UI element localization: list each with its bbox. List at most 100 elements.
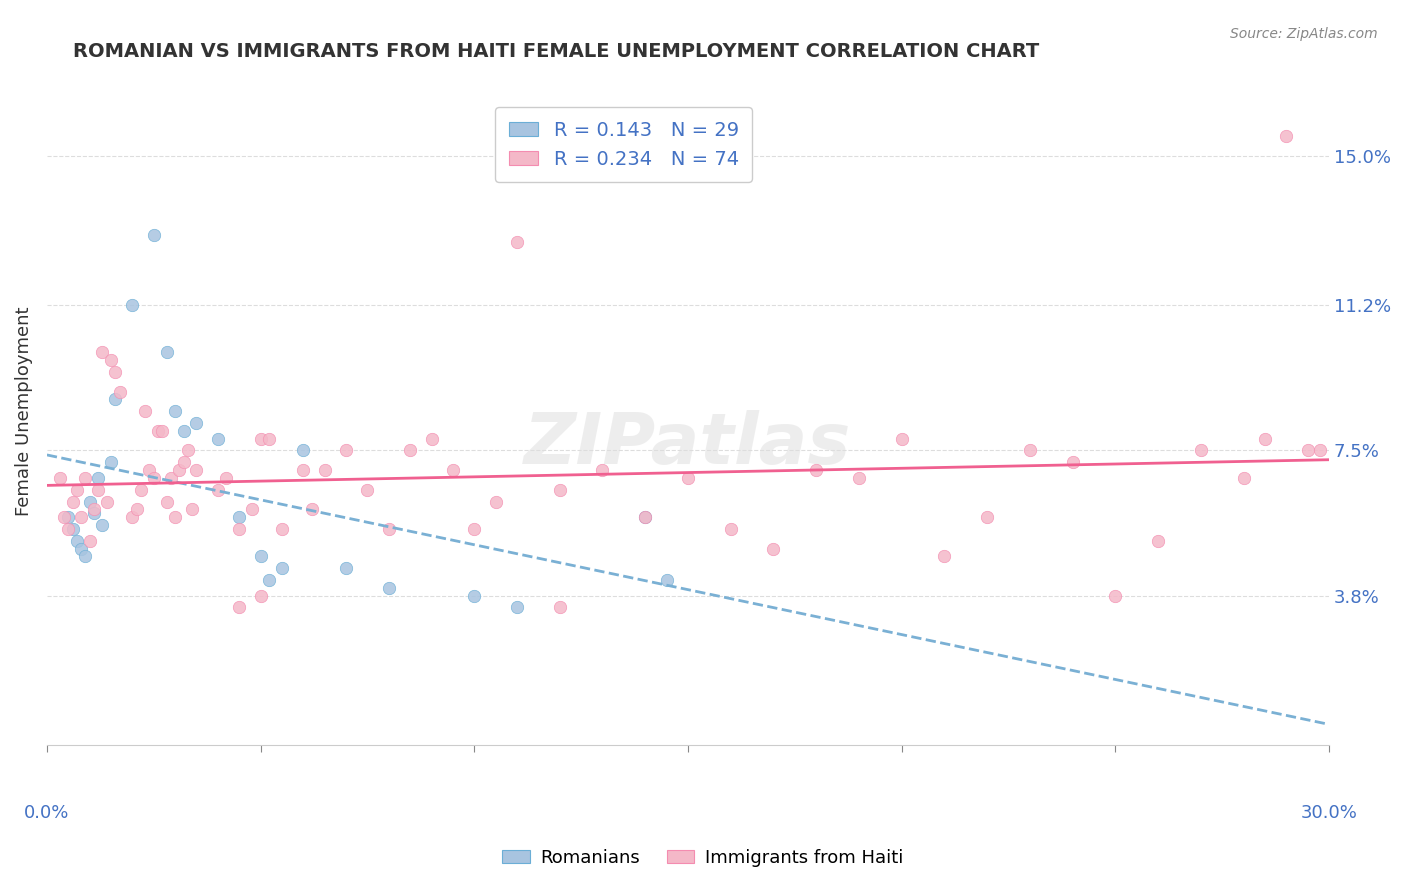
Point xyxy=(58,510,80,524)
Point xyxy=(83,502,105,516)
Point xyxy=(249,432,271,446)
Point xyxy=(1232,471,1254,485)
Point xyxy=(1147,533,1170,548)
Point xyxy=(240,502,263,516)
Point xyxy=(58,522,80,536)
Point xyxy=(142,471,165,485)
Point xyxy=(215,471,238,485)
Point xyxy=(890,432,912,446)
Point xyxy=(356,483,378,497)
Point xyxy=(186,416,208,430)
Point xyxy=(91,518,114,533)
Point xyxy=(79,494,101,508)
Point xyxy=(420,432,443,446)
Point xyxy=(70,541,93,556)
Point xyxy=(165,510,187,524)
Point xyxy=(165,404,187,418)
Point xyxy=(48,471,70,485)
Point xyxy=(96,494,118,508)
Point xyxy=(186,463,208,477)
Point xyxy=(976,510,998,524)
Point xyxy=(934,549,956,564)
Point xyxy=(146,424,169,438)
Point xyxy=(150,424,173,438)
Text: Source: ZipAtlas.com: Source: ZipAtlas.com xyxy=(1230,27,1378,41)
Point xyxy=(463,589,485,603)
Point xyxy=(100,455,122,469)
Point xyxy=(506,235,529,250)
Point xyxy=(108,384,131,399)
Point xyxy=(314,463,336,477)
Point xyxy=(121,510,143,524)
Text: ZIPatlas: ZIPatlas xyxy=(524,410,852,479)
Point xyxy=(66,483,89,497)
Point xyxy=(87,471,110,485)
Point xyxy=(655,573,678,587)
Point xyxy=(257,432,280,446)
Point xyxy=(138,463,160,477)
Point xyxy=(53,510,76,524)
Point xyxy=(134,404,156,418)
Point xyxy=(804,463,827,477)
Point xyxy=(62,494,84,508)
Point xyxy=(1104,589,1126,603)
Point xyxy=(848,471,870,485)
Point xyxy=(228,510,250,524)
Point xyxy=(87,483,110,497)
Point xyxy=(249,589,271,603)
Text: ROMANIAN VS IMMIGRANTS FROM HAITI FEMALE UNEMPLOYMENT CORRELATION CHART: ROMANIAN VS IMMIGRANTS FROM HAITI FEMALE… xyxy=(73,42,1039,61)
Point xyxy=(75,549,97,564)
Point xyxy=(121,298,143,312)
Y-axis label: Female Unemployment: Female Unemployment xyxy=(15,307,32,516)
Point xyxy=(228,600,250,615)
Point xyxy=(271,561,294,575)
Point xyxy=(1254,432,1277,446)
Point xyxy=(1018,443,1040,458)
Point xyxy=(292,443,315,458)
Point xyxy=(155,494,177,508)
Point xyxy=(335,443,357,458)
Point xyxy=(75,471,97,485)
Point xyxy=(249,549,271,564)
Point xyxy=(159,471,181,485)
Point xyxy=(271,522,294,536)
Point xyxy=(142,227,165,242)
Point xyxy=(399,443,422,458)
Point xyxy=(104,365,127,379)
Point xyxy=(70,510,93,524)
Point xyxy=(676,471,699,485)
Point xyxy=(634,510,657,524)
Point xyxy=(292,463,315,477)
Point xyxy=(762,541,785,556)
Point xyxy=(104,392,127,407)
Point xyxy=(1309,443,1331,458)
Point xyxy=(125,502,148,516)
Point xyxy=(1189,443,1212,458)
Point xyxy=(506,600,529,615)
Point xyxy=(634,510,657,524)
Point xyxy=(1062,455,1084,469)
Point xyxy=(181,502,204,516)
Text: 0.0%: 0.0% xyxy=(24,804,69,822)
Point xyxy=(1275,129,1298,144)
Legend: Romanians, Immigrants from Haiti: Romanians, Immigrants from Haiti xyxy=(495,842,911,874)
Point xyxy=(548,600,571,615)
Point xyxy=(83,506,105,520)
Point xyxy=(257,573,280,587)
Point xyxy=(91,345,114,359)
Point xyxy=(720,522,742,536)
Point xyxy=(441,463,464,477)
Point xyxy=(485,494,508,508)
Point xyxy=(228,522,250,536)
Text: 30.0%: 30.0% xyxy=(1301,804,1357,822)
Point xyxy=(173,455,195,469)
Point xyxy=(129,483,152,497)
Point xyxy=(592,463,614,477)
Point xyxy=(378,522,401,536)
Point xyxy=(1296,443,1319,458)
Point xyxy=(301,502,323,516)
Point xyxy=(100,353,122,368)
Point xyxy=(169,463,191,477)
Point xyxy=(79,533,101,548)
Point xyxy=(335,561,357,575)
